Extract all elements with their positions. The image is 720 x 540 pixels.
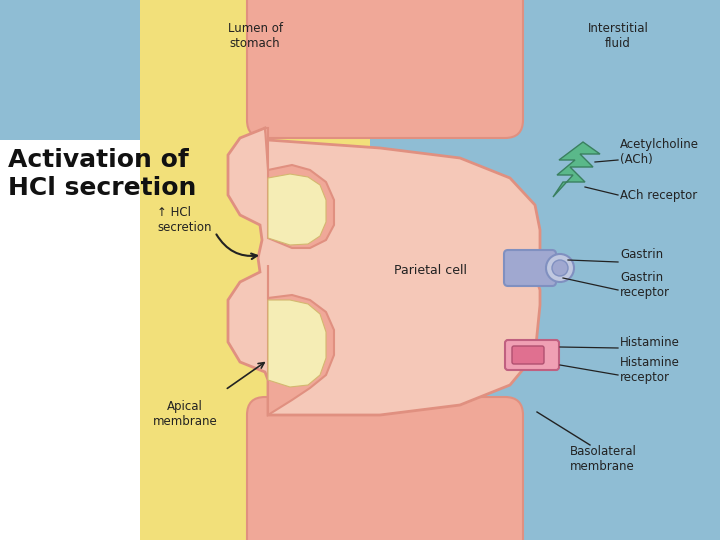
Text: Activation of
HCl secretion: Activation of HCl secretion — [8, 148, 197, 200]
Text: Acetylcholine
(ACh): Acetylcholine (ACh) — [620, 138, 699, 166]
Polygon shape — [268, 300, 326, 387]
FancyBboxPatch shape — [512, 346, 544, 364]
Circle shape — [546, 254, 574, 282]
Bar — [0, 140, 155, 540]
FancyBboxPatch shape — [247, 397, 523, 540]
Text: Parietal cell: Parietal cell — [394, 264, 467, 276]
Text: Gastrin
receptor: Gastrin receptor — [620, 271, 670, 299]
Text: Histamine: Histamine — [620, 335, 680, 348]
Text: Apical
membrane: Apical membrane — [153, 400, 217, 428]
Circle shape — [552, 260, 568, 276]
Text: Lumen of
stomach: Lumen of stomach — [228, 22, 282, 50]
Text: ↑ HCl
secretion: ↑ HCl secretion — [157, 206, 212, 234]
Text: Gastrin: Gastrin — [620, 248, 663, 261]
Polygon shape — [265, 128, 334, 248]
FancyBboxPatch shape — [504, 250, 556, 286]
Text: ACh receptor: ACh receptor — [620, 188, 697, 201]
Bar — [140, 0, 370, 540]
Polygon shape — [228, 128, 540, 415]
Polygon shape — [268, 174, 326, 245]
Text: Interstitial
fluid: Interstitial fluid — [588, 22, 649, 50]
FancyBboxPatch shape — [247, 0, 523, 138]
Text: Basolateral
membrane: Basolateral membrane — [570, 445, 637, 473]
FancyBboxPatch shape — [505, 340, 559, 370]
Text: Histamine
receptor: Histamine receptor — [620, 356, 680, 384]
Polygon shape — [553, 142, 600, 197]
Polygon shape — [268, 265, 334, 415]
